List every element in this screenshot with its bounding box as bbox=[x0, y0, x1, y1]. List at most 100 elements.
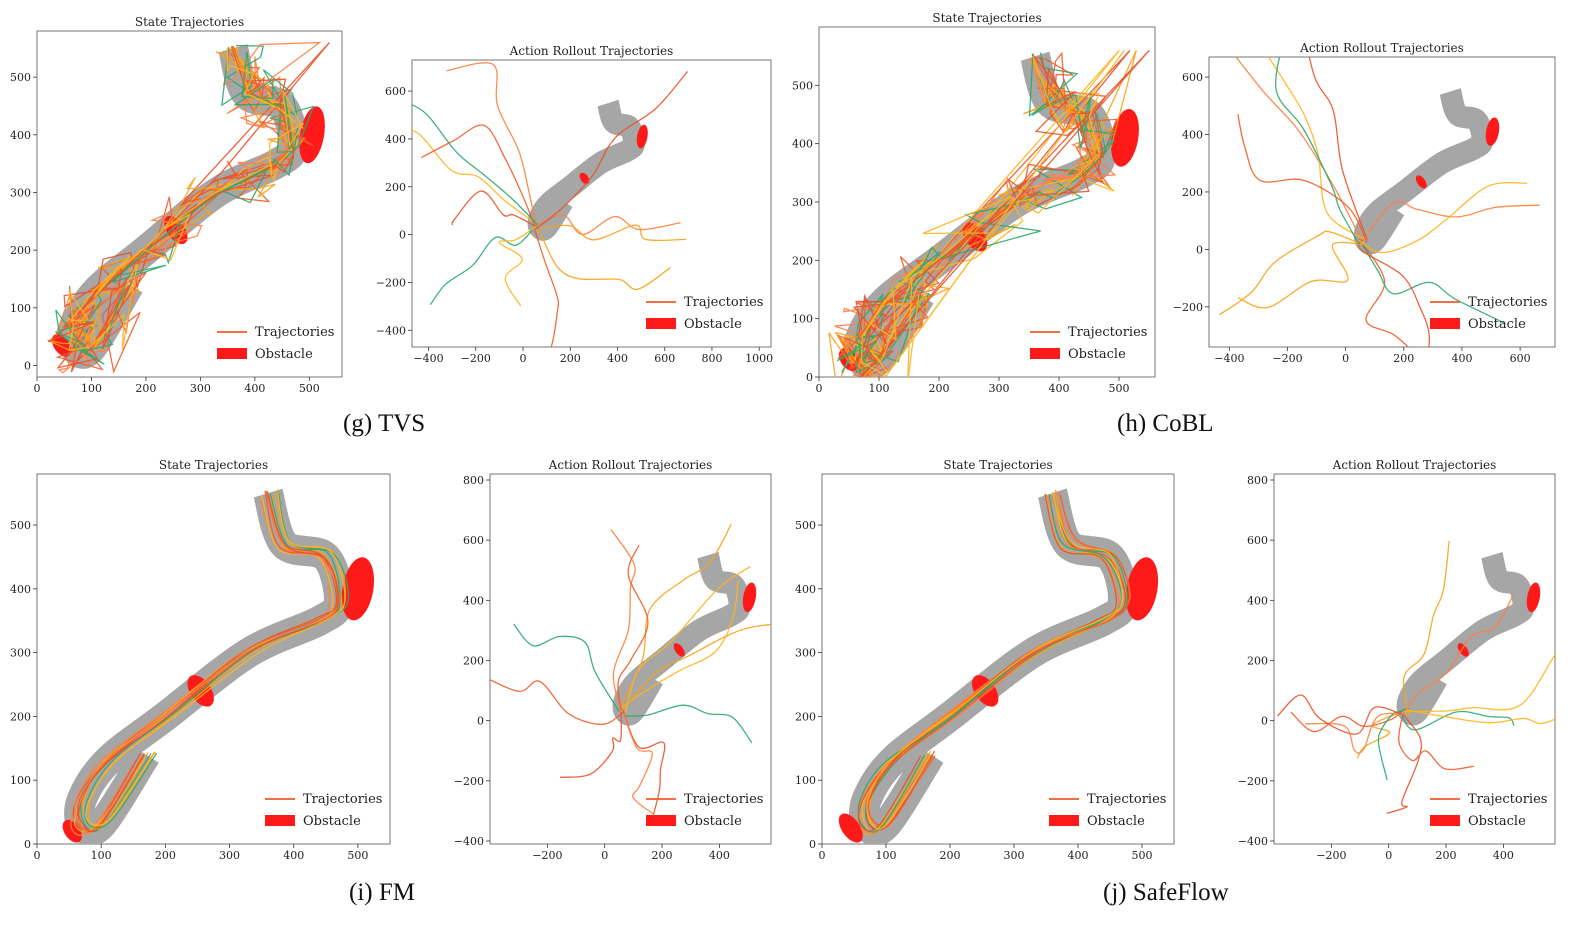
chart-title: State Trajectories bbox=[932, 11, 1041, 25]
obstacle-0 bbox=[1526, 582, 1541, 613]
trajectory-9 bbox=[1401, 710, 1515, 731]
legend-obstacle-label: Obstacle bbox=[1468, 814, 1526, 829]
chart-title: Action Rollout Trajectories bbox=[509, 44, 674, 58]
plot-area bbox=[1219, 57, 1540, 347]
trajectory-6 bbox=[76, 490, 339, 832]
x-tick-label: 100 bbox=[81, 382, 102, 395]
legend-obstacle-label: Obstacle bbox=[1068, 347, 1126, 362]
legend-obstacle-swatch bbox=[646, 318, 676, 329]
x-tick-label: 500 bbox=[347, 849, 368, 862]
plot-frame bbox=[1273, 473, 1556, 845]
trajectory-11 bbox=[1358, 181, 1528, 254]
y-tick-label: 0 bbox=[24, 838, 31, 851]
y-tick-label: 400 bbox=[792, 138, 813, 151]
x-tick-label: 100 bbox=[876, 849, 897, 862]
x-tick-label: 300 bbox=[219, 849, 240, 862]
y-tick-label: 400 bbox=[795, 583, 816, 596]
y-tick-label: 400 bbox=[463, 594, 484, 607]
y-tick-label: 0 bbox=[24, 359, 31, 372]
trajectory-3 bbox=[1359, 240, 1506, 324]
trajectory-2 bbox=[538, 229, 671, 291]
trajectory-11 bbox=[860, 49, 1125, 377]
trajectory-5 bbox=[1404, 653, 1555, 712]
x-tick-label: 500 bbox=[1109, 382, 1130, 395]
trajectory-2 bbox=[619, 523, 732, 709]
trajectory-1 bbox=[1403, 594, 1515, 712]
trajectory-9 bbox=[857, 494, 1123, 833]
y-tick-label: 300 bbox=[10, 186, 31, 199]
trajectory-10 bbox=[847, 49, 1150, 377]
obstacle-1 bbox=[673, 643, 685, 657]
y-tick-label: 200 bbox=[795, 710, 816, 723]
trajectory-0 bbox=[1290, 709, 1404, 733]
x-tick-label: 200 bbox=[135, 382, 156, 395]
trajectory-10 bbox=[535, 70, 688, 230]
x-tick-label: 400 bbox=[607, 352, 628, 365]
trajectory-8 bbox=[1237, 241, 1363, 309]
plot-area bbox=[47, 41, 331, 374]
y-tick-label: 600 bbox=[1182, 71, 1203, 84]
x-tick-label: 200 bbox=[652, 849, 673, 862]
legend-obstacle-swatch bbox=[1430, 318, 1460, 329]
legend-obstacle-swatch bbox=[1049, 815, 1079, 826]
chart-i-action: −200 0 200 400 −400 −200 0 200 400 600 800 Action R… bbox=[454, 458, 772, 862]
obstacle-1 bbox=[1457, 643, 1469, 657]
trajectory-11 bbox=[85, 489, 346, 827]
x-tick-label: 500 bbox=[1132, 849, 1153, 862]
legend-trajectories-label: Trajectories bbox=[1068, 325, 1147, 340]
chart-title: Action Rollout Trajectories bbox=[548, 458, 713, 472]
legend-obstacle-label: Obstacle bbox=[1087, 814, 1145, 829]
legend-obstacle-label: Obstacle bbox=[684, 317, 742, 332]
trajectory-0 bbox=[490, 679, 624, 725]
x-tick-label: 0 bbox=[819, 849, 826, 862]
trajectory-5 bbox=[412, 129, 538, 226]
y-tick-label: −200 bbox=[1238, 775, 1268, 788]
y-tick-label: 0 bbox=[809, 838, 816, 851]
plot-area bbox=[490, 523, 771, 818]
y-tick-label: 200 bbox=[10, 244, 31, 257]
legend-trajectories-label: Trajectories bbox=[1087, 792, 1166, 807]
y-tick-label: 600 bbox=[463, 534, 484, 547]
chart-title: Action Rollout Trajectories bbox=[1299, 41, 1464, 55]
y-tick-label: 200 bbox=[385, 181, 406, 194]
trajectory-4 bbox=[1386, 713, 1423, 815]
legend-obstacle-swatch bbox=[217, 348, 247, 359]
x-tick-label: 1000 bbox=[745, 352, 773, 365]
x-tick-label: 400 bbox=[709, 849, 730, 862]
plot-frame bbox=[411, 59, 772, 348]
plots-layer: 0 100 200 300 400 500 0 100 200 300 400 500 State Tr… bbox=[10, 11, 1556, 862]
caption-j: (j) SafeFlow bbox=[1103, 879, 1229, 906]
y-tick-label: 200 bbox=[1182, 186, 1203, 199]
x-tick-label: −200 bbox=[461, 352, 491, 365]
x-tick-label: −400 bbox=[413, 352, 443, 365]
y-tick-label: −400 bbox=[376, 324, 406, 337]
x-tick-label: 200 bbox=[560, 352, 581, 365]
trajectory-7 bbox=[74, 491, 340, 834]
plot-area bbox=[838, 488, 1159, 844]
x-tick-label: 0 bbox=[816, 382, 823, 395]
y-tick-label: 600 bbox=[1247, 534, 1268, 547]
trajectory-5 bbox=[1267, 57, 1366, 241]
plot-area bbox=[62, 488, 375, 844]
trajectory-11 bbox=[1406, 709, 1555, 725]
chart-h-state: 0 100 200 300 400 500 0 100 200 300 400 500 State Tr… bbox=[792, 11, 1156, 395]
legend-obstacle-label: Obstacle bbox=[1468, 317, 1526, 332]
x-tick-label: 400 bbox=[1068, 849, 1089, 862]
y-tick-label: 0 bbox=[1196, 243, 1203, 256]
trajectory-6 bbox=[1237, 114, 1368, 244]
x-tick-label: 100 bbox=[869, 382, 890, 395]
obstacle-1 bbox=[1415, 175, 1427, 189]
trajectory-0 bbox=[533, 227, 560, 347]
trajectory-9 bbox=[84, 490, 350, 829]
y-tick-label: 200 bbox=[1247, 655, 1268, 668]
x-tick-label: −200 bbox=[1272, 352, 1302, 365]
trajectory-8 bbox=[619, 623, 771, 714]
chart-i-state: 0 100 200 300 400 500 0 100 200 300 400 500 State Tr… bbox=[10, 458, 391, 862]
y-tick-label: −400 bbox=[454, 835, 484, 848]
x-tick-label: 0 bbox=[34, 382, 41, 395]
trajectory-6 bbox=[867, 492, 1130, 828]
chart-j-action: −200 0 200 400 −400 −200 0 200 400 600 800 Action R… bbox=[1238, 458, 1556, 862]
x-tick-label: 300 bbox=[190, 382, 211, 395]
chart-g-state: 0 100 200 300 400 500 0 100 200 300 400 500 State Tr… bbox=[10, 15, 343, 395]
x-tick-label: 0 bbox=[520, 352, 527, 365]
